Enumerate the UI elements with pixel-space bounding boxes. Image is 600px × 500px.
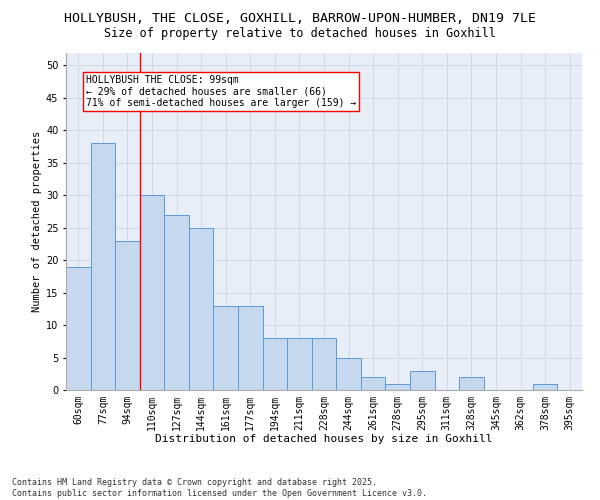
- Bar: [533, 384, 557, 390]
- Bar: [459, 377, 484, 390]
- Bar: [312, 338, 336, 390]
- Bar: [164, 215, 189, 390]
- Bar: [263, 338, 287, 390]
- Bar: [410, 370, 434, 390]
- Bar: [287, 338, 312, 390]
- Bar: [336, 358, 361, 390]
- Bar: [238, 306, 263, 390]
- Text: Contains HM Land Registry data © Crown copyright and database right 2025.
Contai: Contains HM Land Registry data © Crown c…: [12, 478, 427, 498]
- Bar: [214, 306, 238, 390]
- Bar: [361, 377, 385, 390]
- Bar: [115, 240, 140, 390]
- Bar: [140, 196, 164, 390]
- Bar: [189, 228, 214, 390]
- Y-axis label: Number of detached properties: Number of detached properties: [32, 130, 41, 312]
- Bar: [66, 266, 91, 390]
- X-axis label: Distribution of detached houses by size in Goxhill: Distribution of detached houses by size …: [155, 434, 493, 444]
- Text: Size of property relative to detached houses in Goxhill: Size of property relative to detached ho…: [104, 28, 496, 40]
- Text: HOLLYBUSH, THE CLOSE, GOXHILL, BARROW-UPON-HUMBER, DN19 7LE: HOLLYBUSH, THE CLOSE, GOXHILL, BARROW-UP…: [64, 12, 536, 26]
- Bar: [385, 384, 410, 390]
- Bar: [91, 144, 115, 390]
- Text: HOLLYBUSH THE CLOSE: 99sqm
← 29% of detached houses are smaller (66)
71% of semi: HOLLYBUSH THE CLOSE: 99sqm ← 29% of deta…: [86, 75, 356, 108]
